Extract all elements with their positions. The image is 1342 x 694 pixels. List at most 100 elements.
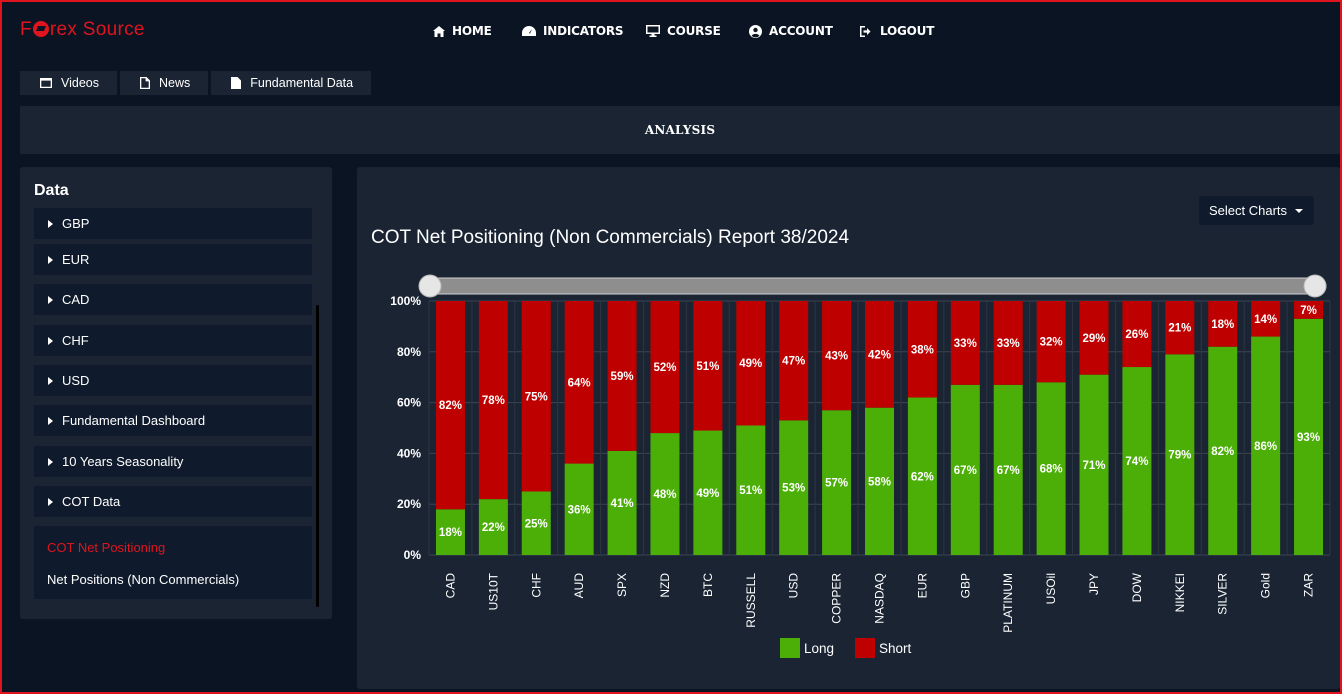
tab-news[interactable]: News: [120, 71, 209, 95]
x-tick-label: CAD: [443, 573, 457, 599]
range-slider-right-handle[interactable]: [1303, 274, 1327, 298]
bar-short[interactable]: [1294, 301, 1324, 319]
submenu-cot-net-positioning[interactable]: COT Net Positioning: [47, 540, 166, 555]
gauge-icon: [522, 26, 536, 36]
range-slider-track[interactable]: [429, 277, 1327, 295]
tab-fundamental-data[interactable]: Fundamental Data: [211, 71, 372, 95]
sidebar-item-gbp[interactable]: GBP: [34, 208, 312, 239]
sidebar-item-label: EUR: [62, 252, 90, 267]
select-charts-button[interactable]: Select Charts: [1199, 196, 1314, 225]
data-label-long: 25%: [525, 518, 548, 530]
data-label-short: 21%: [1168, 323, 1191, 335]
bar-short[interactable]: [950, 301, 980, 385]
bar-long[interactable]: [435, 509, 465, 555]
submenu-net-positions[interactable]: Net Positions (Non Commercials): [47, 572, 240, 587]
bar-short[interactable]: [993, 301, 1023, 385]
data-label-long: 86%: [1254, 441, 1277, 453]
user-circle-icon: [749, 24, 762, 38]
file-text-icon: [231, 77, 242, 89]
bar-short[interactable]: [736, 301, 766, 426]
bar-long[interactable]: [650, 433, 680, 555]
bar-short[interactable]: [779, 301, 809, 421]
nav-logout[interactable]: LOGOUT: [860, 24, 934, 38]
x-tick-label: COPPER: [830, 573, 844, 624]
bar-long[interactable]: [693, 430, 723, 555]
sidebar-item-fundamental-dashboard[interactable]: Fundamental Dashboard: [34, 405, 312, 436]
caret-right-icon: [48, 255, 53, 264]
bar-long[interactable]: [1294, 318, 1324, 555]
bar-long[interactable]: [779, 420, 809, 555]
legend-label-long[interactable]: Long: [804, 641, 834, 656]
bar-short[interactable]: [1079, 301, 1109, 375]
bar-long[interactable]: [736, 425, 766, 555]
bar-long[interactable]: [1122, 367, 1152, 555]
bar-long[interactable]: [950, 384, 980, 555]
bar-short[interactable]: [607, 301, 637, 451]
chart-title: COT Net Positioning (Non Commercials) Re…: [371, 227, 850, 248]
bar-long[interactable]: [1208, 346, 1238, 555]
legend-swatch-long[interactable]: [780, 638, 800, 658]
sidebar-item-label: CHF: [62, 333, 89, 348]
bar-short[interactable]: [1036, 301, 1066, 383]
sidebar-item-seasonality[interactable]: 10 Years Seasonality: [34, 446, 312, 477]
sidebar-item-eur[interactable]: EUR: [34, 244, 312, 275]
bar-long[interactable]: [521, 491, 551, 556]
bar-long[interactable]: [822, 410, 852, 555]
x-tick-label: NZD: [658, 573, 672, 598]
bar-long[interactable]: [1036, 382, 1066, 555]
bar-short[interactable]: [521, 301, 551, 492]
bar-short[interactable]: [1165, 301, 1195, 355]
data-label-long: 49%: [696, 488, 719, 500]
bar-long[interactable]: [907, 397, 937, 555]
nav-home[interactable]: HOME: [433, 24, 492, 38]
bar-short[interactable]: [907, 301, 937, 398]
bar-long[interactable]: [865, 407, 894, 555]
tab-videos[interactable]: Videos: [20, 71, 117, 95]
legend-swatch-short[interactable]: [855, 638, 875, 658]
section-title-bar: ANALYSIS: [20, 106, 1340, 154]
x-tick-label: ZAR: [1302, 573, 1316, 597]
bar-short[interactable]: [822, 301, 852, 411]
bar-short[interactable]: [693, 301, 723, 431]
bar-short[interactable]: [1122, 301, 1152, 368]
y-tick-label: 60%: [397, 396, 421, 410]
x-tick-label: AUD: [572, 573, 586, 599]
nav-course[interactable]: COURSE: [646, 24, 721, 38]
sidebar-scrollbar[interactable]: [316, 305, 319, 607]
data-label-short: 33%: [954, 338, 977, 350]
bar-long[interactable]: [478, 499, 508, 555]
bar-long[interactable]: [564, 463, 594, 555]
bar-long[interactable]: [1165, 354, 1195, 555]
bar-short[interactable]: [478, 301, 508, 500]
bar-short[interactable]: [1251, 301, 1281, 337]
legend-label-short[interactable]: Short: [879, 641, 912, 656]
sidebar-item-cot-data[interactable]: COT Data: [34, 486, 312, 517]
data-label-long: 71%: [1083, 460, 1106, 472]
x-tick-label: GBP: [958, 573, 972, 598]
sidebar-item-chf[interactable]: CHF: [34, 325, 312, 356]
bar-short[interactable]: [435, 301, 465, 510]
sidebar-item-usd[interactable]: USD: [34, 365, 312, 396]
sidebar-heading: Data: [34, 182, 69, 199]
data-label-long: 22%: [482, 522, 505, 534]
nav-indicators[interactable]: INDICATORS: [522, 24, 624, 38]
bar-short[interactable]: [1208, 301, 1238, 347]
data-label-short: 29%: [1083, 333, 1106, 345]
data-label-short: 14%: [1254, 314, 1277, 326]
range-slider-left-handle[interactable]: [418, 274, 442, 298]
sidebar-item-label: Fundamental Dashboard: [62, 413, 206, 428]
bar-short[interactable]: [650, 301, 680, 434]
bar-short[interactable]: [564, 301, 594, 464]
caret-right-icon: [48, 295, 53, 304]
data-label-short: 43%: [825, 351, 848, 363]
data-label-long: 79%: [1168, 450, 1191, 462]
x-tick-label: SILVER: [1216, 573, 1230, 615]
bar-long[interactable]: [993, 384, 1023, 555]
bar-short[interactable]: [865, 301, 894, 408]
sidebar-item-cad[interactable]: CAD: [34, 284, 312, 315]
bar-long[interactable]: [1079, 374, 1109, 555]
nav-account[interactable]: ACCOUNT: [749, 24, 833, 38]
bar-long[interactable]: [607, 450, 637, 555]
bar-long[interactable]: [1251, 336, 1281, 555]
